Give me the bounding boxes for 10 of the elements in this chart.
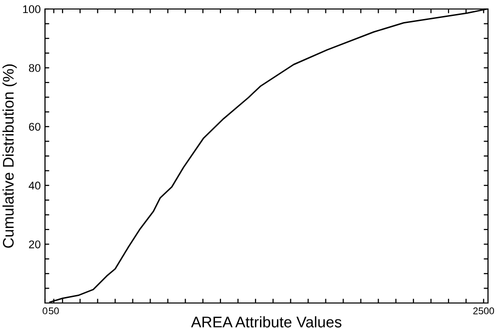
x-tick-label: 0 xyxy=(42,307,48,314)
x-axis-title: AREA Attribute Values xyxy=(191,316,342,328)
y-axis-title: Cumulative Distribution (%) xyxy=(2,64,17,248)
y-tick-label: 40 xyxy=(28,182,40,190)
y-tick-label: 60 xyxy=(29,122,40,131)
x-tick-label: 2500 xyxy=(473,307,494,314)
x-tick-label: 50 xyxy=(48,307,59,314)
y-tick-label: 20 xyxy=(29,240,40,248)
y-tick-label: 100 xyxy=(23,5,40,14)
y-tick-label: 80 xyxy=(28,64,40,72)
